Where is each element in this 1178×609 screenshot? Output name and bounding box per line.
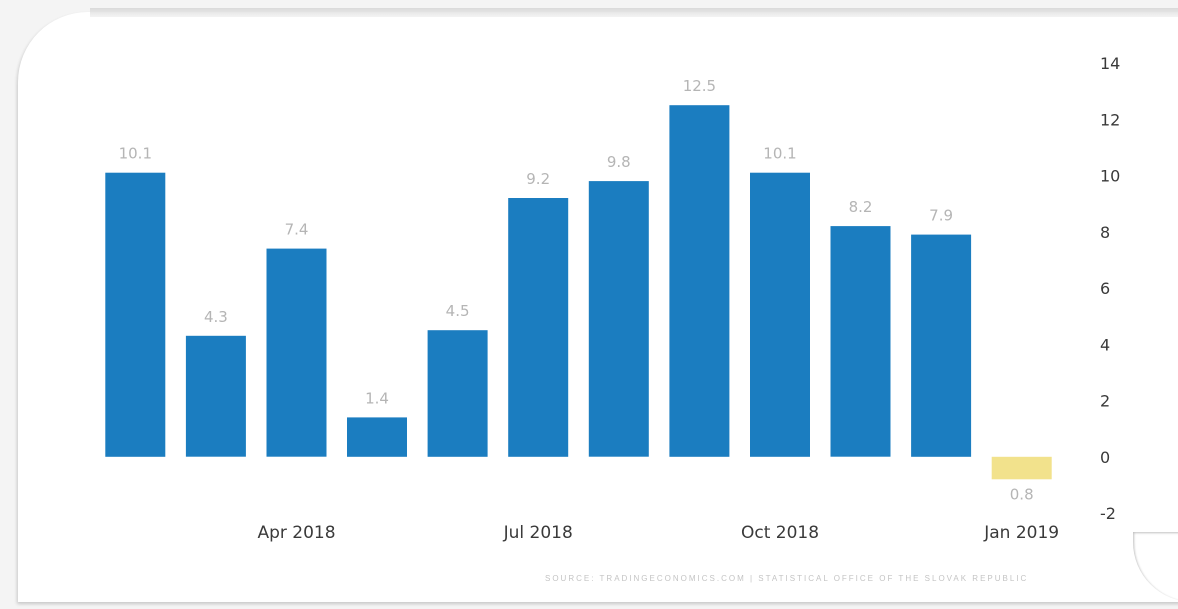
- source-note: SOURCE: TRADINGECONOMICS.COM | STATISTIC…: [545, 574, 1029, 583]
- bar-nov-2018: [830, 226, 891, 457]
- x-tick-label: Oct 2018: [741, 523, 819, 543]
- x-tick-label: Jul 2018: [503, 523, 573, 543]
- y-tick-label: 4: [1100, 335, 1110, 354]
- bar-mar-2018: [185, 335, 246, 457]
- bar-sep-2018: [669, 105, 730, 457]
- x-tick-label: Apr 2018: [257, 523, 335, 543]
- y-tick-label: 8: [1100, 223, 1110, 242]
- data-label: 8.2: [849, 198, 873, 216]
- data-label: 9.8: [607, 153, 631, 171]
- bar-feb-2018: [105, 172, 166, 457]
- y-tick-label: 14: [1100, 54, 1120, 73]
- y-tick-label: 10: [1100, 167, 1120, 186]
- data-label: 7.4: [285, 221, 309, 239]
- y-tick-label: 12: [1100, 110, 1120, 129]
- bar-jul-2018: [508, 198, 569, 457]
- data-label: 10.1: [119, 145, 152, 163]
- data-label: 10.1: [763, 145, 796, 163]
- bar-dec-2018: [911, 234, 972, 457]
- data-label: 4.5: [446, 302, 470, 320]
- data-label: 7.9: [929, 207, 953, 225]
- data-label: 1.4: [365, 389, 389, 407]
- bar-oct-2018: [750, 172, 810, 457]
- bar-aug-2018: [588, 181, 649, 457]
- data-label: 12.5: [683, 77, 716, 95]
- y-tick-label: -2: [1100, 504, 1116, 523]
- bar-may-2018: [347, 417, 407, 457]
- y-tick-label: 0: [1100, 448, 1110, 467]
- data-label: 0.8: [1010, 485, 1034, 503]
- x-tick-label: Jan 2019: [983, 523, 1059, 543]
- bar-jun-2018: [427, 330, 488, 457]
- y-tick-label: 2: [1100, 392, 1110, 411]
- bar-jan-2019: [991, 456, 1052, 480]
- data-label: 9.2: [526, 170, 550, 188]
- y-tick-label: 6: [1100, 279, 1110, 298]
- bar-apr-2018: [266, 248, 327, 457]
- scan-edge: [90, 8, 1178, 17]
- data-label: 4.3: [204, 308, 228, 326]
